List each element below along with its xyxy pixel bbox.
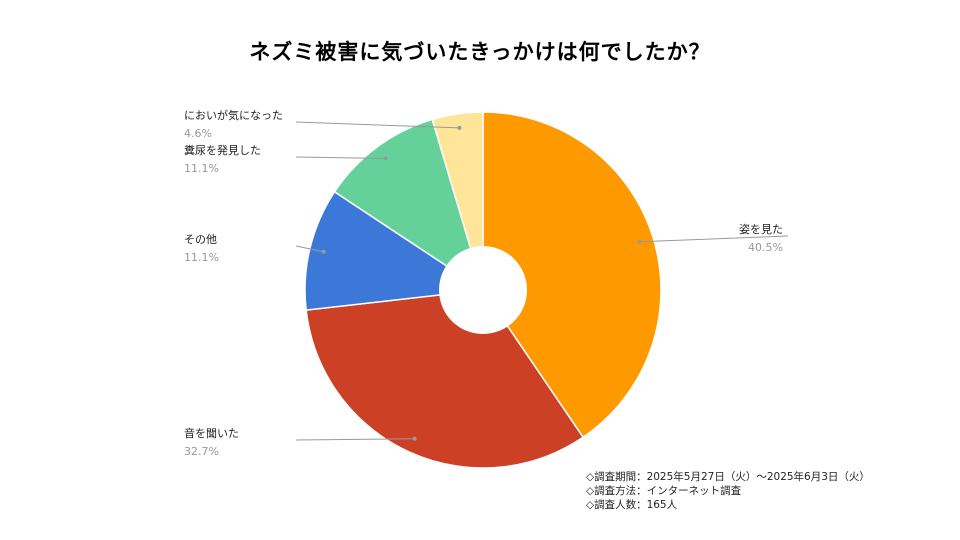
slice-percent-label: 4.6% <box>184 127 212 140</box>
survey-notes: ◇調査期間：2025年5月27日（火）〜2025年6月3日（火） ◇調査方法：イ… <box>586 470 870 512</box>
leader-line <box>639 235 789 243</box>
survey-method-note: ◇調査方法：インターネット調査 <box>586 485 742 497</box>
leader-line <box>295 245 324 253</box>
slice-percent-label: 40.5% <box>748 241 783 254</box>
donut-hole <box>439 246 527 334</box>
leader-dot <box>637 239 642 244</box>
slice-percent-label: 11.1% <box>184 251 219 264</box>
slice-label: においが気になった <box>184 108 283 122</box>
pie-slice <box>333 118 485 292</box>
leader-dot <box>412 436 417 441</box>
leader-dot <box>383 156 388 161</box>
slice-percent-label: 11.1% <box>184 162 219 175</box>
pie-slice <box>431 111 484 291</box>
pie-slice <box>305 289 585 469</box>
leader-line <box>295 156 386 159</box>
survey-count-note: ◇調査人数：165人 <box>586 499 678 511</box>
survey-period-note: ◇調査期間：2025年5月27日（火）〜2025年6月3日（火） <box>586 471 870 483</box>
leader-dot <box>321 249 326 254</box>
leader-line <box>295 438 415 441</box>
slice-percent-label: 32.7% <box>184 445 219 458</box>
chart-title: ネズミ被害に気づいたきっかけは何でしたか？ <box>249 40 711 64</box>
slice-label: その他 <box>184 233 217 246</box>
leader-dot <box>457 125 462 130</box>
slice-label: 音を聞いた <box>184 426 239 440</box>
pie-slice <box>482 111 662 439</box>
slice-label: 姿を見た <box>739 223 783 236</box>
leader-line <box>295 121 460 129</box>
slice-label: 糞尿を発見した <box>184 143 261 157</box>
